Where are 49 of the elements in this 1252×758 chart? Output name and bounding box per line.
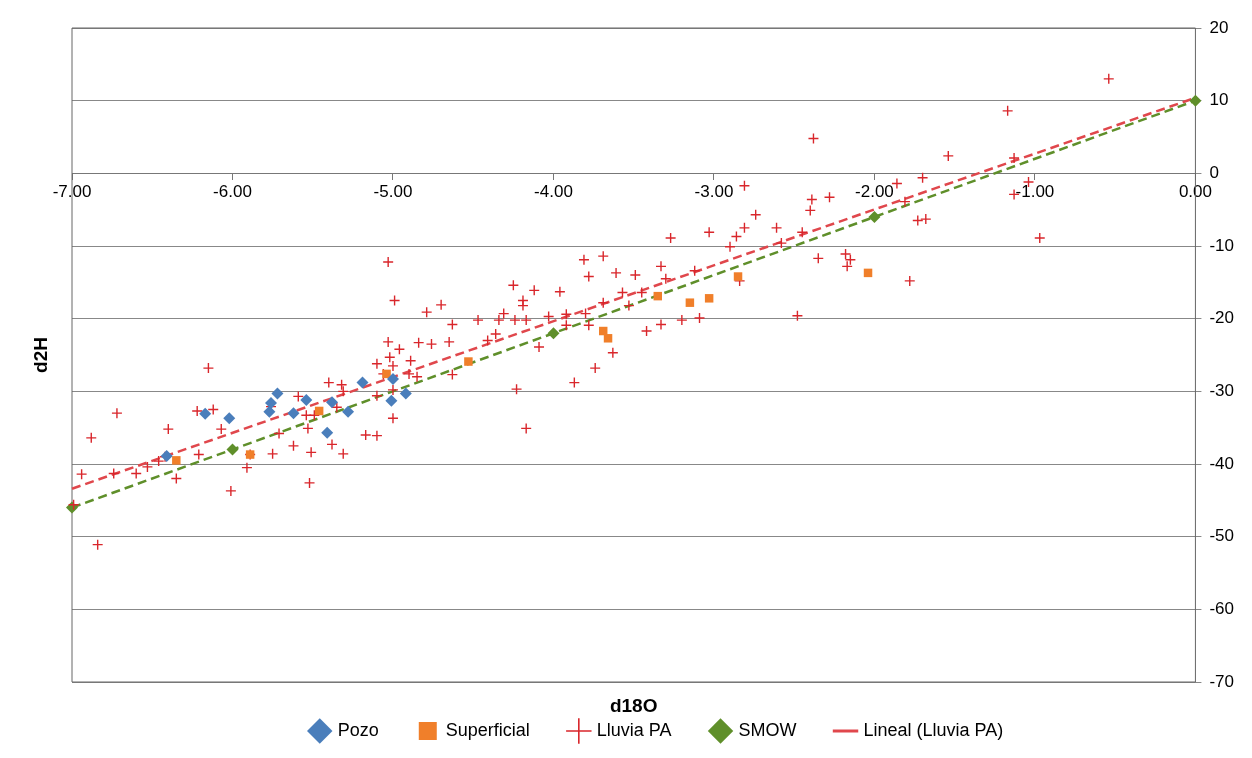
legend-label: Lluvia PA bbox=[596, 719, 672, 740]
x-tick-label: -6.00 bbox=[213, 182, 252, 202]
point bbox=[325, 396, 338, 409]
x-tick-label: -3.00 bbox=[694, 182, 734, 202]
y-tick-label: -10 bbox=[1209, 235, 1235, 255]
y-tick-label: 10 bbox=[1209, 90, 1229, 110]
point bbox=[300, 394, 313, 407]
point bbox=[733, 272, 743, 281]
x-tick-label: -2.00 bbox=[855, 182, 894, 202]
point bbox=[271, 387, 284, 400]
legend-label: Pozo bbox=[337, 719, 379, 740]
point bbox=[685, 298, 695, 307]
point bbox=[385, 394, 398, 407]
point bbox=[547, 327, 560, 340]
y-tick-label: -60 bbox=[1209, 599, 1235, 619]
y-tick-label: -50 bbox=[1209, 526, 1235, 546]
legend-label: SMOW bbox=[738, 719, 797, 740]
point bbox=[223, 412, 236, 425]
y-tick-label: 20 bbox=[1209, 17, 1229, 37]
y-tick-label: 0 bbox=[1209, 163, 1219, 183]
x-tick-label: -4.00 bbox=[534, 182, 573, 202]
point bbox=[321, 426, 334, 439]
point bbox=[1189, 94, 1202, 107]
x-tick-label: -5.00 bbox=[373, 182, 413, 202]
point bbox=[263, 405, 276, 418]
point bbox=[342, 405, 355, 418]
x-tick-label: -1.00 bbox=[1015, 182, 1055, 202]
point bbox=[199, 407, 212, 420]
point bbox=[704, 294, 714, 303]
legend-label: Lineal (Lluvia PA) bbox=[863, 719, 1004, 740]
point bbox=[265, 396, 278, 409]
point bbox=[287, 407, 300, 420]
y-tick-label: -20 bbox=[1209, 308, 1235, 328]
point bbox=[399, 387, 412, 400]
y-tick-label: -40 bbox=[1209, 453, 1235, 473]
point bbox=[386, 372, 399, 385]
point bbox=[464, 357, 473, 366]
x-axis-title: d18O bbox=[609, 695, 658, 717]
y-tick-label: -30 bbox=[1209, 381, 1235, 401]
y-axis-title: d2H bbox=[30, 337, 52, 373]
point bbox=[226, 443, 239, 456]
y-tick-label: -70 bbox=[1209, 671, 1235, 691]
point bbox=[382, 369, 391, 379]
x-tick-label: -7.00 bbox=[52, 182, 92, 202]
point bbox=[603, 334, 613, 343]
point bbox=[356, 376, 369, 389]
point bbox=[172, 456, 181, 465]
point bbox=[868, 210, 881, 223]
legend-label: Superficial bbox=[445, 719, 530, 740]
